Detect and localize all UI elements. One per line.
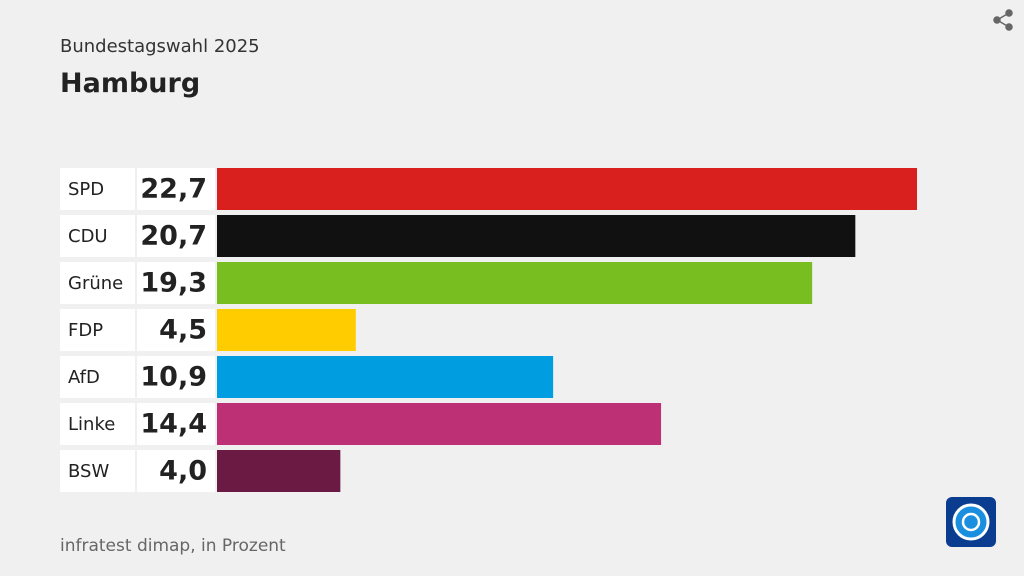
value-label: 4,5 (159, 315, 207, 346)
value-label: 19,3 (140, 268, 207, 299)
share-icon[interactable] (993, 9, 1013, 31)
bar (217, 215, 856, 257)
value-box (137, 356, 215, 398)
label-box (60, 262, 135, 304)
logo (946, 497, 996, 547)
value-label: 10,9 (140, 362, 207, 393)
party-label: SPD (68, 179, 104, 200)
label-box (60, 215, 135, 257)
bar (217, 356, 554, 398)
bar (217, 262, 813, 304)
label-box (60, 309, 135, 351)
party-label: CDU (68, 226, 108, 247)
value-label: 22,7 (140, 174, 207, 205)
value-box (137, 309, 215, 351)
label-box (60, 168, 135, 210)
bar (217, 168, 917, 210)
value-box (137, 403, 215, 445)
value-box (137, 262, 215, 304)
party-label: BSW (68, 461, 109, 482)
value-label: 4,0 (159, 456, 207, 487)
value-box (137, 215, 215, 257)
bar (217, 309, 356, 351)
label-box (60, 356, 135, 398)
value-label: 14,4 (140, 409, 207, 440)
value-box (137, 168, 215, 210)
source: infratest dimap, in Prozent (60, 536, 286, 556)
bar (217, 403, 662, 445)
chart-title: Hamburg (60, 68, 200, 99)
label-box (60, 450, 135, 492)
party-label: Linke (68, 414, 115, 435)
party-label: Grüne (68, 273, 123, 294)
bar (217, 450, 341, 492)
party-label: AfD (68, 367, 100, 388)
value-box (137, 450, 215, 492)
label-box (60, 403, 135, 445)
party-label: FDP (68, 320, 103, 341)
chart-subtitle: Bundestagswahl 2025 (60, 36, 260, 57)
value-label: 20,7 (140, 221, 207, 252)
